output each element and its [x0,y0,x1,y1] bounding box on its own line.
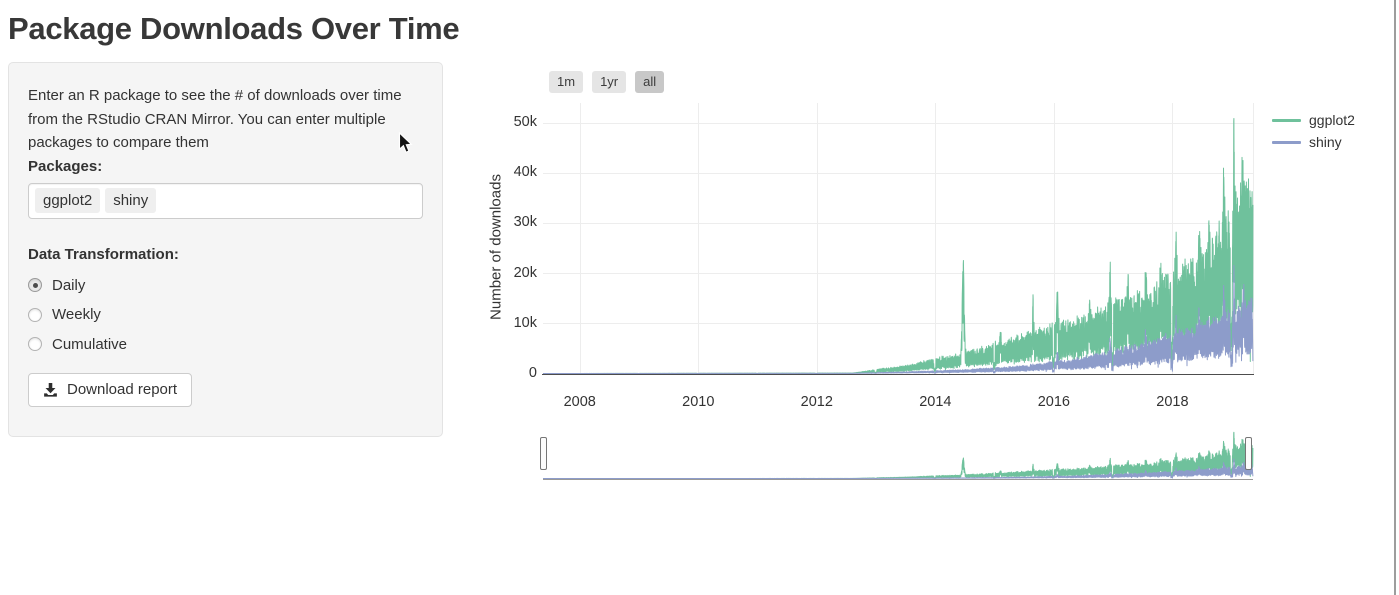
legend-line-swatch-ggplot2 [1272,118,1301,122]
x-tick-label: 2008 [563,394,596,410]
range-button-all[interactable]: all [635,71,665,93]
legend-line-swatch-shiny [1272,140,1301,144]
range-button-1m[interactable]: 1m [549,71,584,93]
y-tick-label: 30k [513,214,537,231]
mouse-cursor [398,132,413,153]
radio-label-cumulative: Cumulative [52,335,128,353]
x-tick-label: 2010 [682,394,715,410]
radio-icon-daily [28,278,42,293]
y-tick-label: 50k [513,114,537,130]
range-selector-right-handle[interactable] [1245,437,1252,470]
packages-label: Packages: [28,157,103,175]
y-axis-title: Number of downloads [487,174,505,320]
radio-icon-cumulative [28,337,42,352]
radio-option-daily[interactable]: Daily [28,271,423,301]
radio-option-cumulative[interactable]: Cumulative [28,330,423,360]
x-tick-label: 2014 [919,394,952,410]
radio-label-daily: Daily [52,276,86,294]
x-tick-label: 2018 [1156,394,1189,410]
chart-legend: ggplot2 shiny [1272,109,1355,153]
range-selector-left-handle[interactable] [540,437,547,470]
radio-icon-weekly [28,307,42,322]
download-icon [44,382,57,397]
legend-label-shiny: shiny [1309,134,1342,150]
range-button-1yr[interactable]: 1yr [592,71,627,93]
range-buttons: 1m 1yr all [549,71,665,93]
legend-label-ggplot2: ggplot2 [1309,112,1355,128]
legend-item-shiny[interactable]: shiny [1272,131,1355,153]
sidebar-description: Enter an R package to see the # of downl… [28,87,402,151]
window-edge-line [1394,0,1396,595]
download-button-label: Download report [67,381,178,398]
x-tick-label: 2012 [800,394,833,410]
y-tick-label: 10k [513,314,537,331]
y-tick-label: 0 [528,365,537,381]
packages-input[interactable]: ggplot2 shiny [28,182,423,219]
legend-item-ggplot2[interactable]: ggplot2 [1272,109,1355,131]
radio-option-weekly[interactable]: Weekly [28,300,423,330]
y-tick-label: 40k [513,164,537,181]
download-report-button[interactable]: Download report [28,373,193,407]
x-tick-label: 2016 [1037,394,1070,410]
transformation-label: Data Transformation: [28,245,179,263]
radio-label-weekly: Weekly [52,306,101,324]
sidebar-panel: Enter an R package to see the # of downl… [8,62,443,437]
package-tag-shiny[interactable]: shiny [105,188,157,213]
y-tick-label: 20k [513,264,537,281]
package-tag-ggplot2[interactable]: ggplot2 [35,188,101,213]
